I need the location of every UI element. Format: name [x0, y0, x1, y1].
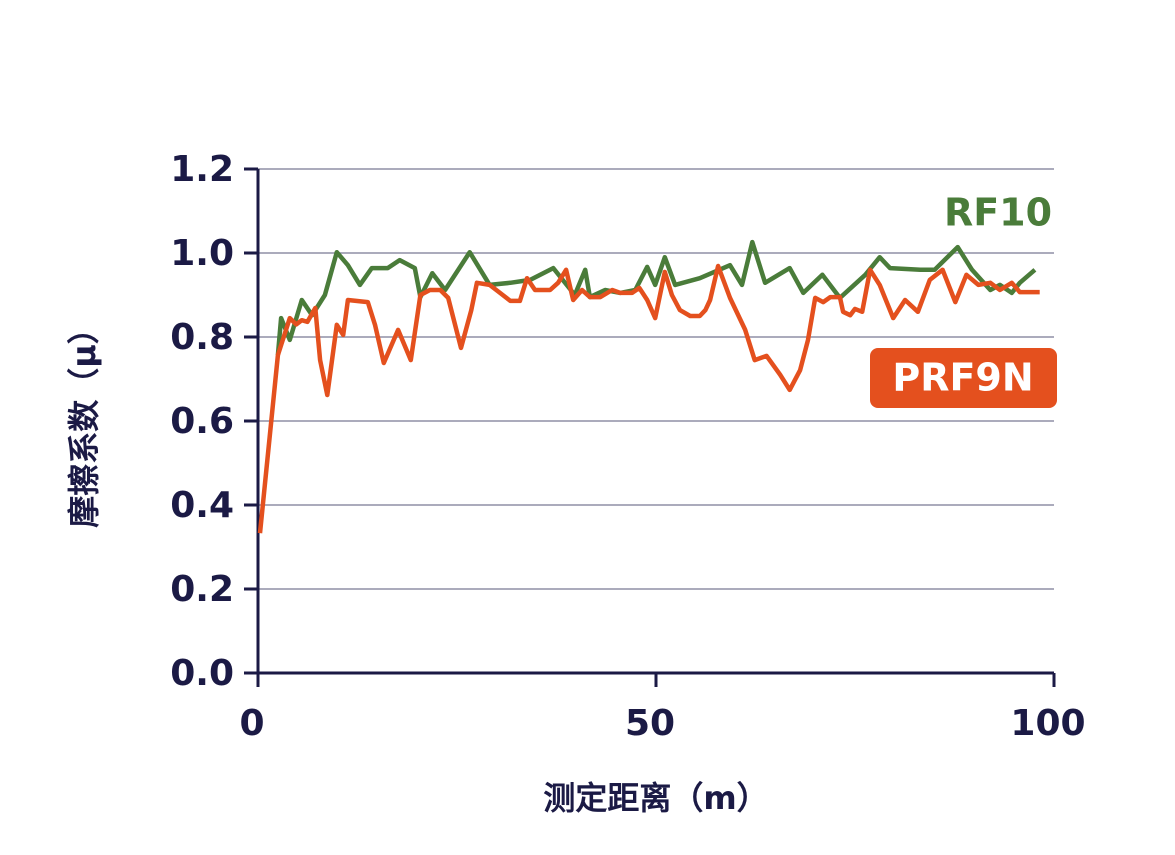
y-tick-label: 0.0: [170, 653, 234, 694]
y-tick-label: 0.6: [170, 401, 234, 442]
y-tick-label: 1.0: [170, 233, 234, 274]
x-axis-title: 测定距离（m）: [543, 779, 768, 817]
series-label-box: [870, 348, 1057, 408]
grid: [258, 168, 1054, 674]
x-tick-label: 50: [625, 703, 675, 744]
series-label: RF10: [944, 191, 1052, 235]
x-tick-label: 0: [239, 703, 264, 744]
series-label: PRF9N: [892, 356, 1033, 400]
y-axis-title: 摩擦系数（μ）: [65, 312, 103, 528]
x-tick-label: 100: [1010, 703, 1085, 744]
y-tick-label: 0.2: [170, 569, 234, 610]
y-tick-label: 1.2: [170, 149, 234, 190]
y-tick-label: 0.8: [170, 317, 234, 358]
y-tick-label: 0.4: [170, 485, 234, 526]
series-line: [257, 263, 1040, 534]
